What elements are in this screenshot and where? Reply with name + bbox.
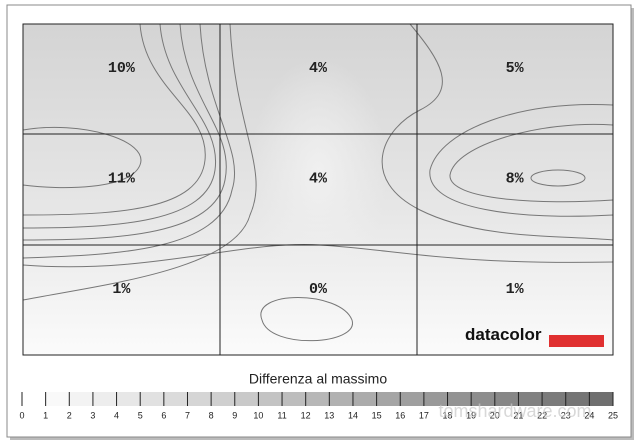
colorbar-tick-label: 7 (185, 410, 190, 420)
colorbar-tick-label: 23 (561, 410, 571, 420)
contour (22, 126, 142, 189)
colorbar-tick-label: 16 (395, 410, 405, 420)
colorbar-tick-label: 9 (232, 410, 237, 420)
colorbar-tick-label: 25 (608, 410, 618, 420)
colorbar-tick-label: 19 (466, 410, 476, 420)
colorbar-swatch (22, 392, 46, 406)
colorbar-tick-label: 15 (372, 410, 382, 420)
colorbar-swatch (234, 392, 259, 406)
colorbar-tick-label: 18 (443, 410, 453, 420)
cell-value: 0% (309, 281, 328, 298)
cell-value: 10% (108, 60, 136, 77)
colorbar-tick-label: 12 (301, 410, 311, 420)
colorbar-swatch (116, 392, 141, 406)
contour (381, 23, 614, 241)
colorbar-swatch (542, 392, 566, 406)
contour (22, 23, 257, 301)
colorbar-swatch (352, 392, 377, 406)
colorbar-swatch (376, 392, 401, 406)
colorbar-swatch (329, 392, 353, 406)
colorbar-swatch (69, 392, 93, 406)
watermark: tomshardware.com (438, 401, 591, 421)
plot-area (22, 23, 614, 356)
colorbar-tick-label: 20 (490, 410, 500, 420)
colorbar-tick-label: 2 (67, 410, 72, 420)
colorbar-swatch (187, 392, 212, 406)
colorbar-swatch (447, 392, 472, 406)
contour (22, 23, 206, 216)
colorbar-swatch (305, 392, 330, 406)
cell-value: 5% (506, 60, 525, 77)
colorbar-label: Differenza al massimo (249, 371, 387, 387)
colorbar-tick-label: 11 (277, 410, 286, 420)
colorbar-tick-label: 1 (43, 410, 48, 420)
colorbar-tick-label: 8 (209, 410, 214, 420)
colorbar-tick-label: 13 (324, 410, 334, 420)
colorbar-swatch (140, 392, 164, 406)
contour (260, 297, 353, 342)
colorbar-tick-label: 5 (138, 410, 143, 420)
colorbar-tick-label: 3 (90, 410, 95, 420)
colorbar-swatch (423, 392, 448, 406)
cell-value: 8% (506, 170, 525, 187)
colorbar-swatch (494, 392, 519, 406)
colorbar-tick-label: 17 (419, 410, 429, 420)
colorbar-tick-label: 22 (537, 410, 547, 420)
plot-border (22, 23, 614, 356)
logo: datacolor (465, 325, 542, 344)
cell-value: 1% (112, 281, 131, 298)
contour (22, 23, 227, 241)
cell-value: 1% (506, 281, 525, 298)
colorbar-swatch (565, 392, 590, 406)
colorbar-swatch (45, 392, 70, 406)
colorbar-tick-label: 4 (114, 410, 119, 420)
contour (449, 123, 614, 203)
contour (429, 103, 614, 217)
colorbar-swatch (92, 392, 117, 406)
cell-value: 4% (309, 60, 328, 77)
colorbar-swatch (400, 392, 424, 406)
colorbar-swatch (163, 392, 188, 406)
colorbar-tick-label: 10 (253, 410, 263, 420)
colorbar-swatch (258, 392, 283, 406)
cell-value: 4% (309, 170, 328, 187)
colorbar-swatch (471, 392, 495, 406)
colorbar-tick-label: 24 (584, 410, 594, 420)
logo-bar (549, 335, 604, 347)
colorbar-swatch (282, 392, 306, 406)
colorbar-tick-label: 0 (19, 410, 24, 420)
colorbar-swatch (589, 392, 613, 406)
colorbar-tick-label: 21 (513, 410, 523, 420)
colorbar-swatch (211, 392, 235, 406)
colorbar-tick-label: 14 (348, 410, 358, 420)
contour (22, 23, 236, 259)
colorbar-tick-label: 6 (161, 410, 166, 420)
colorbar-swatch (518, 392, 543, 406)
cell-value: 11% (108, 170, 136, 187)
contour (22, 23, 217, 229)
contour (530, 169, 586, 187)
